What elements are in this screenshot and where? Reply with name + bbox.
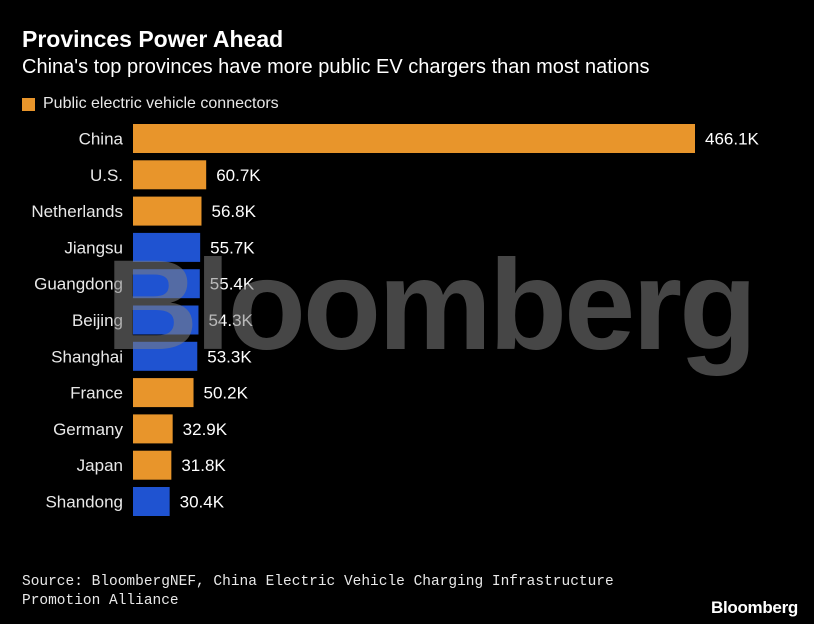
bar-japan bbox=[133, 450, 172, 480]
bar-beijing bbox=[133, 305, 199, 335]
category-label: France bbox=[70, 384, 123, 403]
category-label: Shanghai bbox=[51, 347, 123, 366]
bar-china bbox=[133, 124, 695, 153]
category-label: China bbox=[79, 130, 124, 149]
value-label: 30.4K bbox=[180, 493, 225, 512]
value-label: 55.4K bbox=[210, 275, 255, 294]
legend-swatch bbox=[22, 97, 35, 111]
chart-title: Provinces Power Ahead bbox=[22, 26, 284, 52]
bar-guangdong bbox=[133, 269, 200, 299]
bar-chart: China 466.1K U.S. 60.7K Netherlands 56.8K Jian… bbox=[31, 124, 760, 516]
value-label: 56.8K bbox=[211, 202, 256, 221]
bar-shandong bbox=[133, 487, 170, 516]
bar-us bbox=[133, 160, 207, 190]
bar-france bbox=[133, 378, 194, 408]
chart-legend: Public electric vehicle connectors bbox=[22, 95, 279, 113]
value-label: 50.2K bbox=[204, 384, 249, 403]
legend-label: Public electric vehicle connectors bbox=[43, 95, 279, 112]
value-label: 55.7K bbox=[210, 238, 255, 257]
category-label: Japan bbox=[77, 456, 123, 475]
value-label: 466.1K bbox=[705, 130, 760, 149]
value-label: 60.7K bbox=[216, 166, 261, 185]
bar-jiangsu bbox=[133, 232, 201, 262]
category-label: Germany bbox=[53, 420, 123, 439]
value-label: 31.8K bbox=[181, 456, 226, 475]
source-note: Source: BloombergNEF, China Electric Veh… bbox=[22, 574, 614, 609]
bar-netherlands bbox=[133, 196, 202, 226]
bar-shanghai bbox=[133, 341, 198, 371]
value-label: 32.9K bbox=[183, 420, 228, 439]
bloomberg-logo: Bloomberg bbox=[710, 598, 798, 617]
value-label: 54.3K bbox=[208, 311, 253, 330]
bar-germany bbox=[133, 414, 173, 444]
chart-subtitle: China's top provinces have more public E… bbox=[22, 56, 650, 78]
category-label: Beijing bbox=[72, 311, 123, 330]
category-label: Netherlands bbox=[31, 202, 123, 221]
value-label: 53.3K bbox=[207, 347, 252, 366]
category-label: U.S. bbox=[90, 166, 123, 185]
category-label: Guangdong bbox=[34, 275, 123, 294]
category-label: Shandong bbox=[45, 493, 123, 512]
category-label: Jiangsu bbox=[64, 238, 123, 257]
